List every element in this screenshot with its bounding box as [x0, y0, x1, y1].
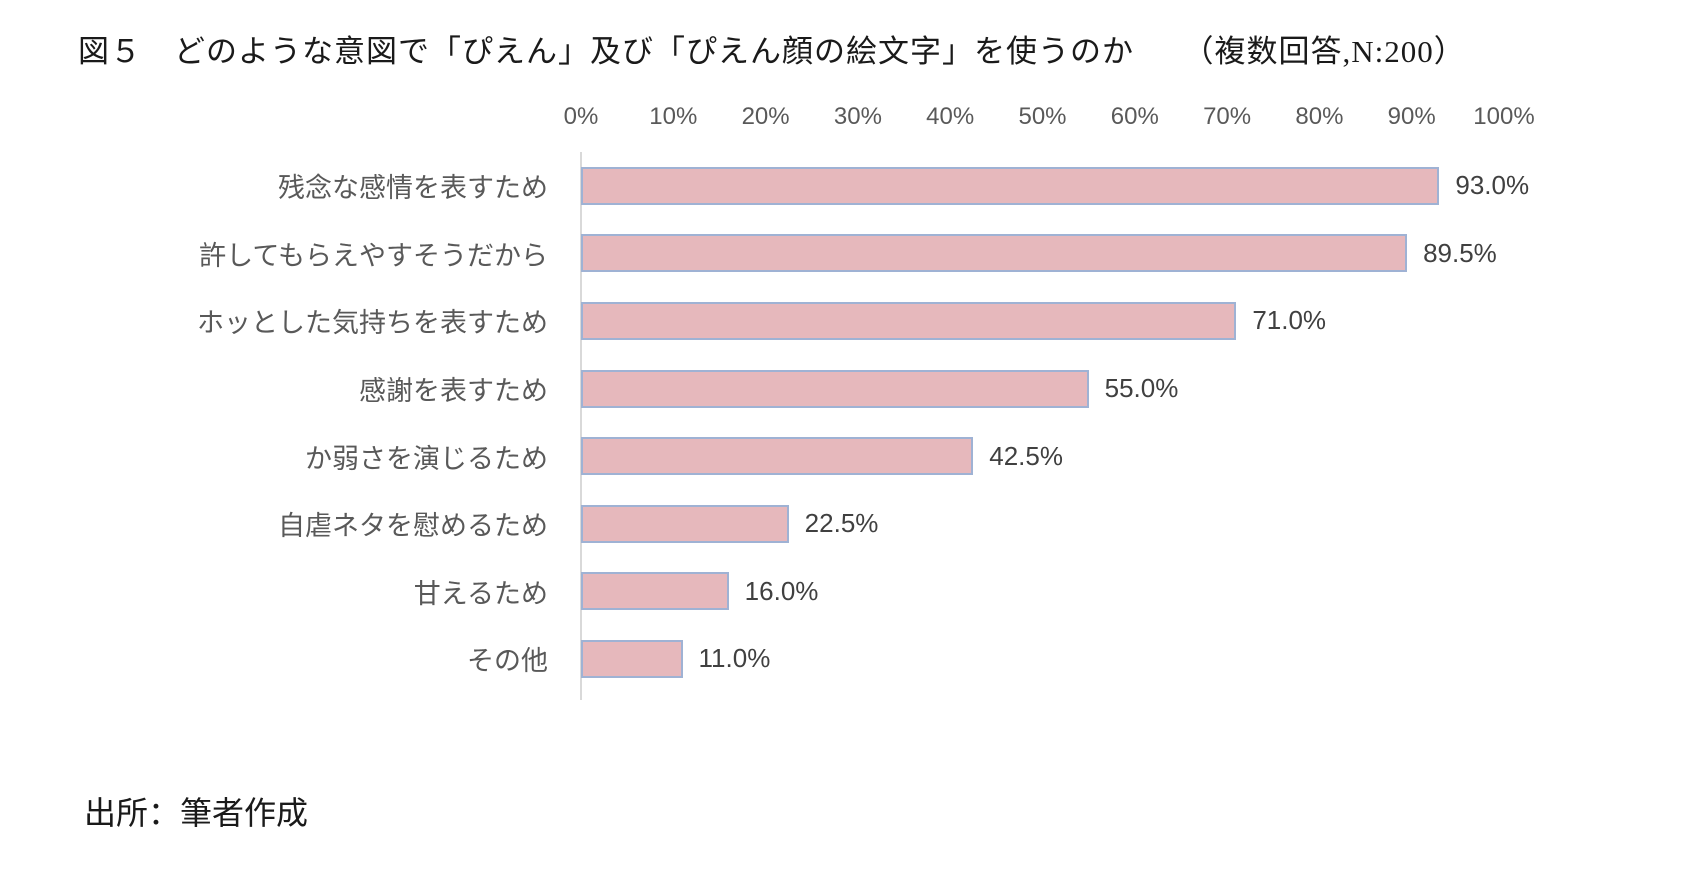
- x-tick-label: 100%: [1473, 103, 1535, 130]
- x-tick-label: 90%: [1387, 103, 1436, 130]
- category-label: 感謝を表すため: [359, 376, 548, 407]
- category-label: 自虐ネタを慰めるため: [278, 511, 548, 542]
- x-tick-label: 50%: [1018, 103, 1067, 130]
- value-label: 55.0%: [1104, 373, 1179, 404]
- bar-row: 残念な感情を表すため 93.0%: [0, 152, 1695, 220]
- bar: [581, 301, 1237, 340]
- bar-track: 16.0%: [581, 558, 1504, 626]
- bar: [581, 504, 789, 543]
- bar-track: 93.0%: [581, 152, 1529, 220]
- bar-track: 11.0%: [581, 625, 1504, 693]
- x-axis: 0% 10% 20% 30% 40% 50% 60% 70% 80% 90% 1…: [564, 103, 1535, 135]
- bar-track: 71.0%: [581, 287, 1504, 355]
- bar-track: 89.5%: [581, 220, 1504, 288]
- y-axis-line: [580, 152, 582, 700]
- bar: [581, 437, 974, 476]
- category-label: その他: [467, 646, 548, 677]
- bar-chart: 残念な感情を表すため 93.0% 許してもらえやすそうだから 89.5% ホッと…: [0, 152, 1695, 700]
- category-label: 甘えるため: [413, 578, 548, 609]
- bar-track: 42.5%: [581, 422, 1504, 490]
- source-note: 出所：筆者作成: [84, 795, 309, 831]
- x-tick-label: 10%: [649, 103, 698, 130]
- bar-row: 自虐ネタを慰めるため 22.5%: [0, 490, 1695, 558]
- x-tick-label: 40%: [926, 103, 975, 130]
- value-label: 22.5%: [804, 508, 879, 539]
- x-tick-label: 60%: [1110, 103, 1159, 130]
- bar: [581, 166, 1440, 205]
- category-label: 許してもらえやすそうだから: [199, 240, 548, 271]
- bar: [581, 369, 1089, 408]
- bar-row: ホッとした気持ちを表すため 71.0%: [0, 287, 1695, 355]
- category-label: か弱さを演じるため: [305, 443, 548, 474]
- bar-row: か弱さを演じるため 42.5%: [0, 422, 1695, 490]
- bar-track: 55.0%: [581, 355, 1504, 423]
- category-label: 残念な感情を表すため: [278, 173, 548, 204]
- bar-row: 感謝を表すため 55.0%: [0, 355, 1695, 423]
- bar-row: 許してもらえやすそうだから 89.5%: [0, 220, 1695, 288]
- bar: [581, 639, 683, 678]
- x-tick-label: 20%: [741, 103, 790, 130]
- value-label: 42.5%: [989, 440, 1063, 471]
- bar-row: その他 11.0%: [0, 625, 1695, 693]
- bar: [581, 572, 729, 611]
- category-label: ホッとした気持ちを表すため: [197, 308, 548, 339]
- x-tick-label: 80%: [1295, 103, 1344, 130]
- value-label: 11.0%: [698, 643, 771, 674]
- value-label: 16.0%: [744, 575, 819, 606]
- bar-row: 甘えるため 16.0%: [0, 558, 1695, 626]
- x-tick-label: 70%: [1203, 103, 1252, 130]
- value-label: 71.0%: [1252, 305, 1327, 336]
- x-tick-label: 0%: [563, 103, 599, 130]
- bar-track: 22.5%: [581, 490, 1504, 558]
- value-label: 89.5%: [1423, 237, 1497, 268]
- bar: [581, 234, 1408, 273]
- value-label: 93.0%: [1455, 170, 1530, 201]
- x-tick-label: 30%: [833, 103, 882, 130]
- figure-title: 図５ どのような意図で「ぴえん」及び「ぴえん顔の絵文字」を使うのか （複数回答,…: [78, 34, 1466, 69]
